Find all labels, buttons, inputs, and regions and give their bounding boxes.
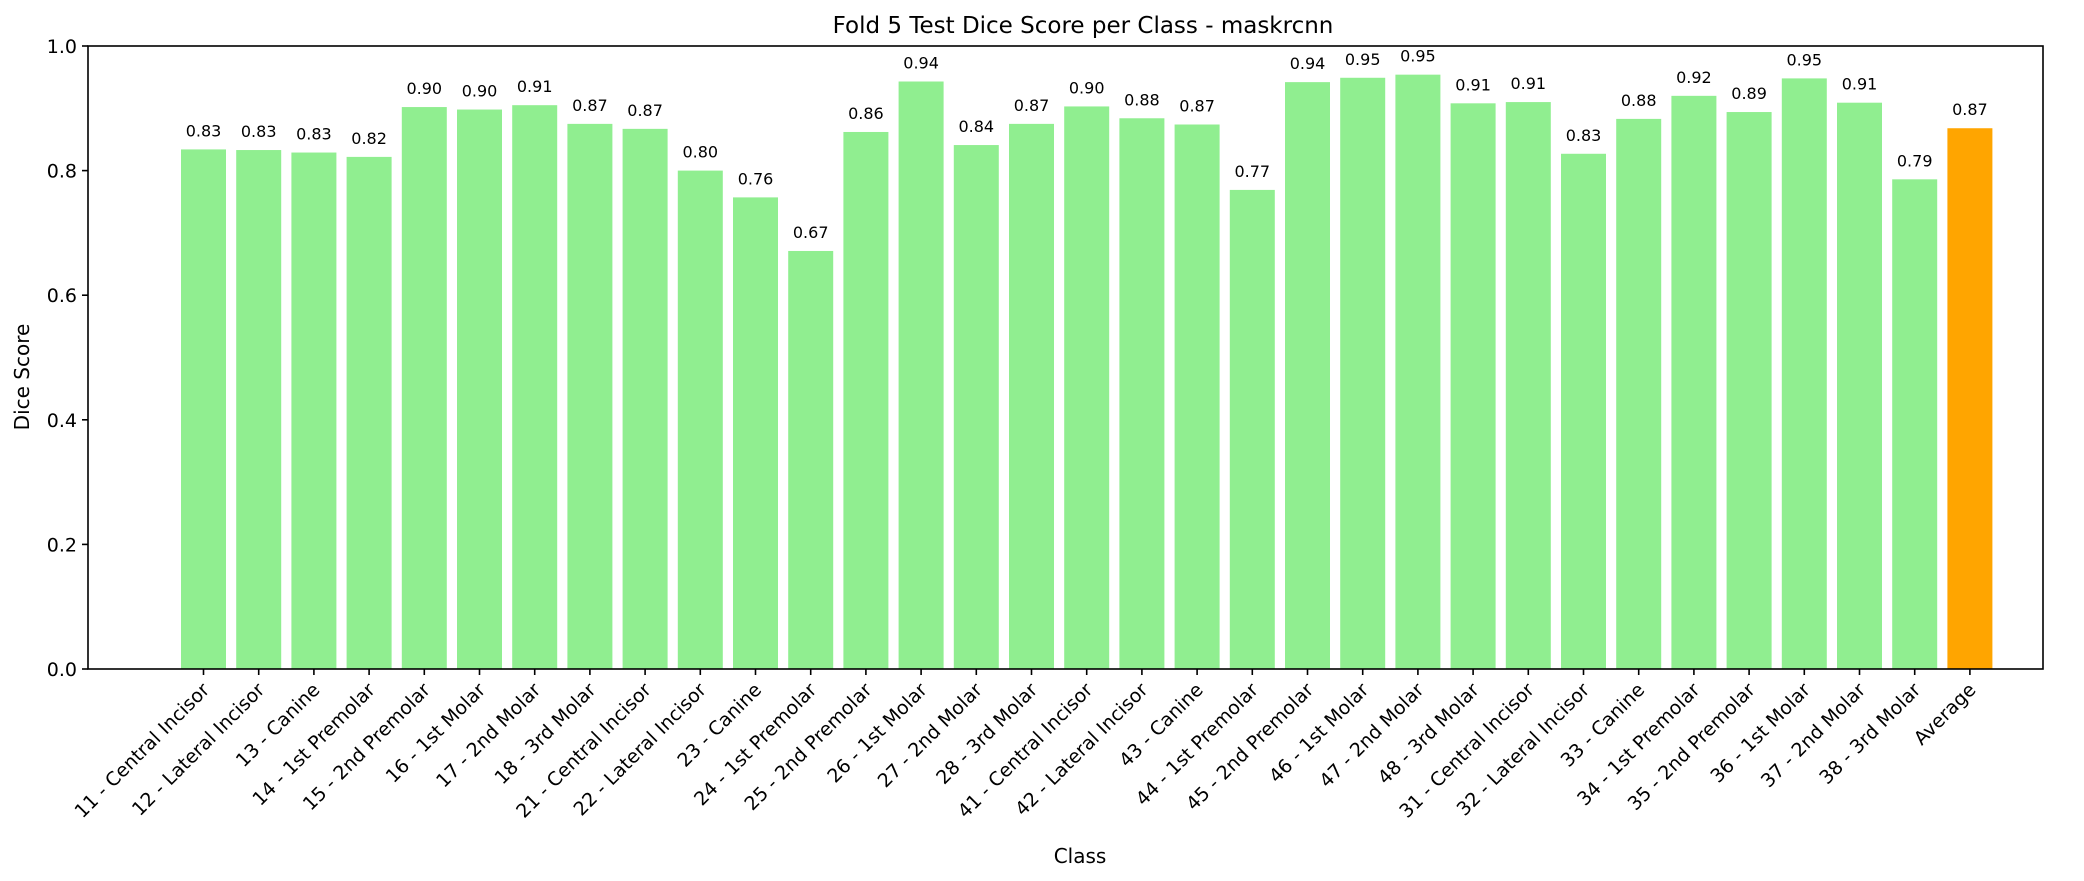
bar-value-label: 0.90 <box>1069 78 1105 97</box>
bar <box>567 123 613 669</box>
bar <box>1119 118 1165 669</box>
bar <box>677 170 723 669</box>
data-labels-group: 0.83 0.83 0.83 0.82 0.90 0.90 0.91 0.87 0.87 0.80… <box>186 47 1988 242</box>
bar-value-label: 0.90 <box>462 82 498 101</box>
bar <box>953 145 999 669</box>
bar <box>1837 102 1882 670</box>
bar <box>457 109 502 669</box>
bar <box>1671 95 1717 670</box>
bar <box>1450 103 1496 670</box>
bar-value-label: 0.87 <box>572 96 608 115</box>
y-tick-label: 0.2 <box>47 534 77 556</box>
bar <box>843 131 889 669</box>
bar <box>1892 179 1938 669</box>
bar-value-label: 0.91 <box>1510 74 1546 93</box>
bar <box>1340 77 1386 669</box>
bar-value-label: 0.79 <box>1897 151 1933 170</box>
bar <box>1009 123 1054 669</box>
bar-value-label: 0.87 <box>1179 96 1215 115</box>
y-tick-label: 0.0 <box>47 659 77 681</box>
bar-value-label: 0.83 <box>1566 126 1602 145</box>
chart-title: Fold 5 Test Dice Score per Class - maskr… <box>833 13 1334 39</box>
x-tick-label: 16 - 1st Molar <box>382 679 491 788</box>
bar <box>401 107 447 669</box>
bar-value-label: 0.83 <box>296 125 332 144</box>
bar-value-label: 0.91 <box>1455 75 1491 94</box>
bar-value-label: 0.87 <box>1014 96 1050 115</box>
bar-value-label: 0.83 <box>186 121 222 140</box>
bar-value-label: 0.95 <box>1400 47 1436 66</box>
x-tick-label: 46 - 1st Molar <box>1265 679 1374 788</box>
bar <box>1561 153 1606 670</box>
bar-value-label: 0.95 <box>1786 50 1822 69</box>
bar-value-label: 0.94 <box>1290 54 1326 73</box>
bar-value-label: 0.89 <box>1731 84 1767 103</box>
bar <box>1229 189 1275 669</box>
bar <box>181 149 226 670</box>
bar <box>291 152 337 669</box>
y-axis-label: Dice Score <box>10 324 34 431</box>
y-tick-label: 0.4 <box>47 410 77 432</box>
bar <box>1616 118 1662 670</box>
y-axis: 0.0 0.2 0.4 0.6 0.8 1.0 <box>47 36 88 681</box>
bar-average <box>1947 128 1993 670</box>
bar <box>512 105 558 669</box>
bar <box>1064 106 1110 669</box>
x-tick-label: 26 - 1st Molar <box>823 679 932 788</box>
bar-value-label: 0.91 <box>517 77 553 96</box>
bar-value-label: 0.67 <box>793 223 829 242</box>
bar <box>1395 74 1441 669</box>
bar-value-label: 0.86 <box>848 104 884 123</box>
bar <box>1174 124 1220 670</box>
x-axis-label: Class <box>1054 844 1107 868</box>
bar <box>346 156 392 670</box>
x-tick-label: Average <box>1910 679 1981 750</box>
bar-value-label: 0.92 <box>1676 68 1712 87</box>
y-tick-label: 1.0 <box>47 36 77 58</box>
bar-value-label: 0.82 <box>351 129 387 148</box>
y-tick-label: 0.8 <box>47 161 77 183</box>
bar-value-label: 0.88 <box>1124 90 1160 109</box>
bar <box>898 81 944 670</box>
y-tick-label: 0.6 <box>47 285 77 307</box>
bar-value-label: 0.94 <box>903 54 939 73</box>
bar <box>1781 78 1827 670</box>
plot-frame <box>87 45 2044 670</box>
bar-value-label: 0.88 <box>1621 91 1657 110</box>
bar-value-label: 0.91 <box>1842 75 1878 94</box>
bar-value-label: 0.87 <box>1952 100 1988 119</box>
bar <box>788 250 834 670</box>
bar <box>236 150 282 669</box>
x-tick-label: 36 - 1st Molar <box>1706 679 1815 788</box>
bar <box>733 197 778 669</box>
bar-value-label: 0.95 <box>1345 50 1381 69</box>
bar-value-label: 0.87 <box>627 101 663 120</box>
bar-value-label: 0.84 <box>958 117 994 136</box>
bars-group <box>181 74 1993 670</box>
bar <box>1505 102 1551 669</box>
bar-value-label: 0.77 <box>1234 162 1270 181</box>
bar-value-label: 0.80 <box>682 143 718 162</box>
bar-value-label: 0.83 <box>241 122 277 141</box>
bar <box>622 128 668 669</box>
bar-value-label: 0.90 <box>406 79 442 98</box>
bar <box>1285 82 1330 669</box>
bar <box>1726 112 1772 669</box>
bar-value-label: 0.76 <box>738 169 774 188</box>
